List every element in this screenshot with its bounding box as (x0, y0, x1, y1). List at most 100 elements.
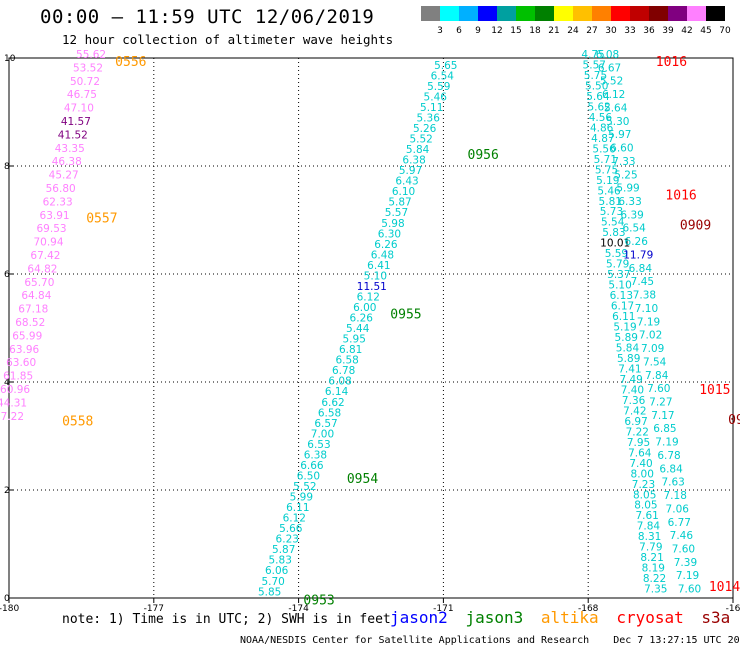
y-tick-label: 8 (4, 162, 10, 172)
wave-height-label: 10.01 (600, 238, 630, 250)
wave-height-label: 6.58 (318, 407, 341, 419)
wave-height-label: 6.54 (622, 223, 646, 235)
footnote: note: 1) Time is in UTC; 2) SWH is in fe… (62, 612, 391, 627)
wave-height-label: 5.46 (424, 91, 448, 103)
colorbar-swatch (573, 6, 592, 21)
track-right-a: 4.755.575.755.505.645.624.564.864.875.56… (581, 49, 667, 596)
wave-height-label: 4.56 (589, 112, 613, 124)
wave-height-label: 7.64 (628, 447, 652, 459)
wave-height-label: 6.84 (659, 463, 683, 475)
wave-height-label: 6.97 (624, 416, 647, 428)
wave-height-label: 7.63 (661, 477, 684, 489)
wave-height-label: 11.79 (623, 249, 653, 261)
wave-height-label: 6.62 (321, 397, 344, 409)
wave-height-label: 7.36 (622, 395, 646, 407)
colorbar-label: 39 (662, 26, 674, 36)
x-tick-label: -177 (144, 604, 164, 614)
wave-height-label: 68.52 (15, 317, 45, 329)
wave-height-label: 46.38 (52, 156, 82, 168)
wave-height-label: 5.83 (269, 555, 292, 567)
wave-height-label: 8.22 (643, 573, 666, 585)
pass-time-label: 0557 (86, 211, 117, 226)
wave-height-label: 6.50 (297, 470, 320, 482)
wave-height-label: 5.64 (586, 91, 610, 103)
colorbar-label: 45 (700, 26, 711, 36)
colorbar-label: 9 (475, 26, 481, 36)
wave-height-label: 5.59 (427, 81, 450, 93)
colorbar-swatch (459, 6, 478, 21)
legend-s3a: s3a (701, 608, 731, 627)
colorbar-label: 12 (491, 26, 502, 36)
y-tick-label: 4 (4, 378, 10, 388)
wave-height-label: 7.23 (632, 479, 655, 491)
wave-height-label: 7.61 (635, 510, 658, 522)
x-tick-label: -16 (726, 604, 740, 614)
legend-jason3: jason3 (465, 608, 524, 627)
wave-height-label: 60.96 (0, 384, 30, 396)
wave-height-label: 5.57 (385, 207, 408, 219)
wave-height-label: 7.60 (672, 544, 695, 556)
wave-height-label: 41.52 (58, 129, 88, 141)
pass-time-label: 1014 (709, 580, 740, 595)
wave-height-label: 7.19 (676, 570, 699, 582)
wave-height-label: 6.08 (328, 376, 351, 388)
wave-height-label: 6.12 (602, 89, 625, 101)
pass-time-label: 0956 (468, 148, 499, 163)
wave-height-label: 5.73 (600, 206, 623, 218)
colorbar-label: 15 (510, 26, 521, 36)
wave-height-label: 8.05 (633, 489, 656, 501)
wave-height-label: 6.26 (350, 313, 374, 325)
pass-time-label: 0908 (728, 413, 740, 428)
wave-height-label: 69.53 (37, 223, 67, 235)
track-right-b: 6.086.67 5.526.125.64 5.305.97 6.607.335.25… (596, 49, 701, 596)
wave-height-label: 7.79 (639, 542, 662, 554)
wave-height-label: 4.87 (591, 133, 614, 145)
wave-height-label: 6.26 (374, 239, 398, 251)
wave-height-label: 6.33 (618, 196, 641, 208)
x-tick-label: -171 (433, 604, 453, 614)
wave-height-label: 6.38 (402, 155, 425, 167)
colorbar-swatch (554, 6, 573, 21)
wave-height-label: 11.51 (357, 281, 387, 293)
wave-height-label: 6.60 (610, 143, 633, 155)
wave-height-label: 6.08 (596, 49, 619, 61)
wave-height-label: 6.06 (265, 565, 289, 577)
y-tick-label: 2 (4, 486, 10, 496)
wave-height-label: 5.11 (420, 102, 443, 114)
colorbar-label: 6 (456, 26, 462, 36)
wave-height-label: 6.48 (371, 249, 394, 261)
x-tick-label: -168 (578, 604, 599, 614)
wave-height-label: 5.75 (584, 70, 607, 82)
wave-height-label: 50.72 (70, 76, 100, 88)
wave-height-label: 7.60 (647, 383, 670, 395)
wave-height-label: 5.57 (583, 59, 606, 71)
colorbar-swatch (478, 6, 497, 21)
legend-jason2: jason2 (390, 608, 448, 627)
credit-line: NOAA/NESDIS Center for Satellite Applica… (240, 635, 740, 646)
wave-height-label: 5.66 (279, 523, 303, 535)
wave-height-label: 5.89 (617, 353, 640, 365)
pass-time-label: 1015 (699, 383, 730, 398)
wave-height-label: 7.38 (633, 290, 656, 302)
colorbar-swatch (497, 6, 516, 21)
plot-frame (8, 57, 734, 599)
wave-height-label: 65.70 (24, 277, 54, 289)
legend-cryosat: cryosat (616, 608, 684, 627)
wave-height-label: 6.38 (304, 449, 327, 461)
colorbar-label: 3 (437, 26, 443, 36)
colorbar-swatch (592, 6, 611, 21)
wave-height-label: 5.97 (608, 129, 631, 141)
wave-height-label: 5.19 (613, 322, 636, 334)
wave-height-label: 6.54 (431, 70, 455, 82)
wave-height-label: 64.82 (27, 263, 57, 275)
colorbar-swatch (649, 6, 668, 21)
wave-height-label: 5.37 (607, 269, 630, 281)
wave-height-label: 47.10 (64, 103, 94, 115)
wave-height-label: 5.54 (601, 217, 625, 229)
wave-height-label: 5.25 (614, 169, 637, 181)
wave-height-label: 67.42 (30, 250, 60, 262)
wave-height-label: 5.30 (606, 116, 629, 128)
colorbar-label: 30 (605, 26, 617, 36)
